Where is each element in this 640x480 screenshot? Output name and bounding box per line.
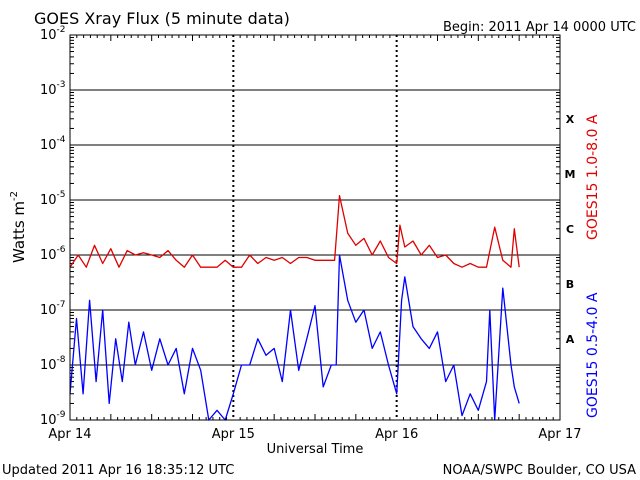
- x-tick-label: Apr 14: [48, 427, 91, 442]
- legend-series-1-8a: GOES15 1.0-8.0 A: [585, 114, 601, 240]
- legend-series-05-4a: GOES15 0.5-4.0 A: [585, 292, 601, 418]
- x-tick-label: Apr 16: [375, 427, 418, 442]
- source-credit: NOAA/SWPC Boulder, CO USA: [443, 463, 636, 478]
- x-axis-label: Universal Time: [267, 442, 364, 457]
- y-tick-label: 10-7: [40, 300, 66, 318]
- y-tick-label: 10-3: [40, 80, 66, 98]
- series-line-1: [69, 194, 520, 268]
- y-tick-labels: 10-9 10-8 10-7 10-6 10-5 10-4 10-3 10-2: [40, 25, 66, 428]
- begin-label: Begin: 2011 Apr 14 0000 UTC: [443, 20, 636, 35]
- x-tick-label: Apr 17: [538, 427, 581, 442]
- y-axis-label-exp: -2: [9, 191, 20, 201]
- plot-frame: [69, 34, 561, 421]
- flare-class-label: C: [566, 223, 574, 236]
- series-layer: [69, 194, 520, 421]
- y-axis-label: Watts m-2: [9, 191, 28, 263]
- series-line-2: [69, 254, 520, 421]
- updated-timestamp: Updated 2011 Apr 16 18:35:12 UTC: [2, 463, 234, 478]
- y-tick-label: 10-2: [40, 25, 66, 43]
- flare-class-label: M: [565, 168, 576, 181]
- x-tick-label: Apr 15: [212, 427, 255, 442]
- y-tick-label: 10-6: [40, 245, 66, 263]
- x-tick-labels: Apr 14 Apr 15 Apr 16 Apr 17: [48, 427, 581, 442]
- y-tick-label: 10-4: [40, 135, 66, 153]
- flare-class-labels: A B C M X: [565, 113, 576, 346]
- flare-class-label: X: [566, 113, 575, 126]
- y-tick-label: 10-9: [40, 410, 66, 428]
- y-tick-label: 10-8: [40, 355, 66, 373]
- flare-class-label: B: [566, 278, 574, 291]
- y-tick-label: 10-5: [40, 190, 66, 208]
- flare-class-label: A: [566, 333, 575, 346]
- chart-title: GOES Xray Flux (5 minute data): [34, 9, 290, 28]
- y-axis-label-base: Watts m: [10, 201, 28, 263]
- grid-layer: [70, 35, 560, 420]
